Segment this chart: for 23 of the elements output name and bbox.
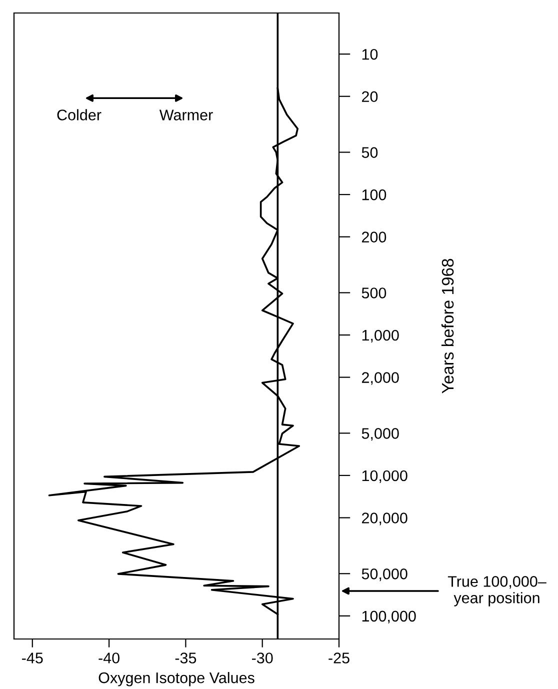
- y-tick-label: 20,000: [362, 512, 408, 526]
- x-axis-title: Oxygen Isotope Values: [98, 672, 254, 686]
- y-tick-label: 20: [362, 91, 378, 102]
- x-tick-label: -30: [252, 652, 273, 664]
- annotation: Colder: [57, 109, 102, 120]
- y-tick-label: 2,000: [362, 372, 399, 385]
- annotation: Warmer: [159, 110, 213, 120]
- y-tick-label: 50: [362, 147, 378, 158]
- y-axis-title: Years before 1968: [441, 258, 454, 394]
- y-tick-label: 5,000: [362, 428, 399, 441]
- y-tick-label: 100,000: [362, 610, 416, 624]
- y-tick-label: 100: [362, 189, 386, 200]
- x-tick-label: -40: [98, 652, 120, 664]
- y-tick-label: 500: [362, 288, 386, 298]
- text: True 100,000– year position: [448, 576, 546, 606]
- y-tick-label: 50,000: [362, 568, 408, 582]
- y-tick-label: 1,000: [362, 330, 399, 342]
- y-tick-label: 10,000: [362, 470, 408, 483]
- y-tick-label: 10: [362, 48, 378, 60]
- x-tick-label: -35: [175, 652, 196, 664]
- x-tick-label: -25: [328, 652, 350, 664]
- y-tick-label: 200: [362, 232, 386, 243]
- x-tick-label: -45: [22, 652, 43, 664]
